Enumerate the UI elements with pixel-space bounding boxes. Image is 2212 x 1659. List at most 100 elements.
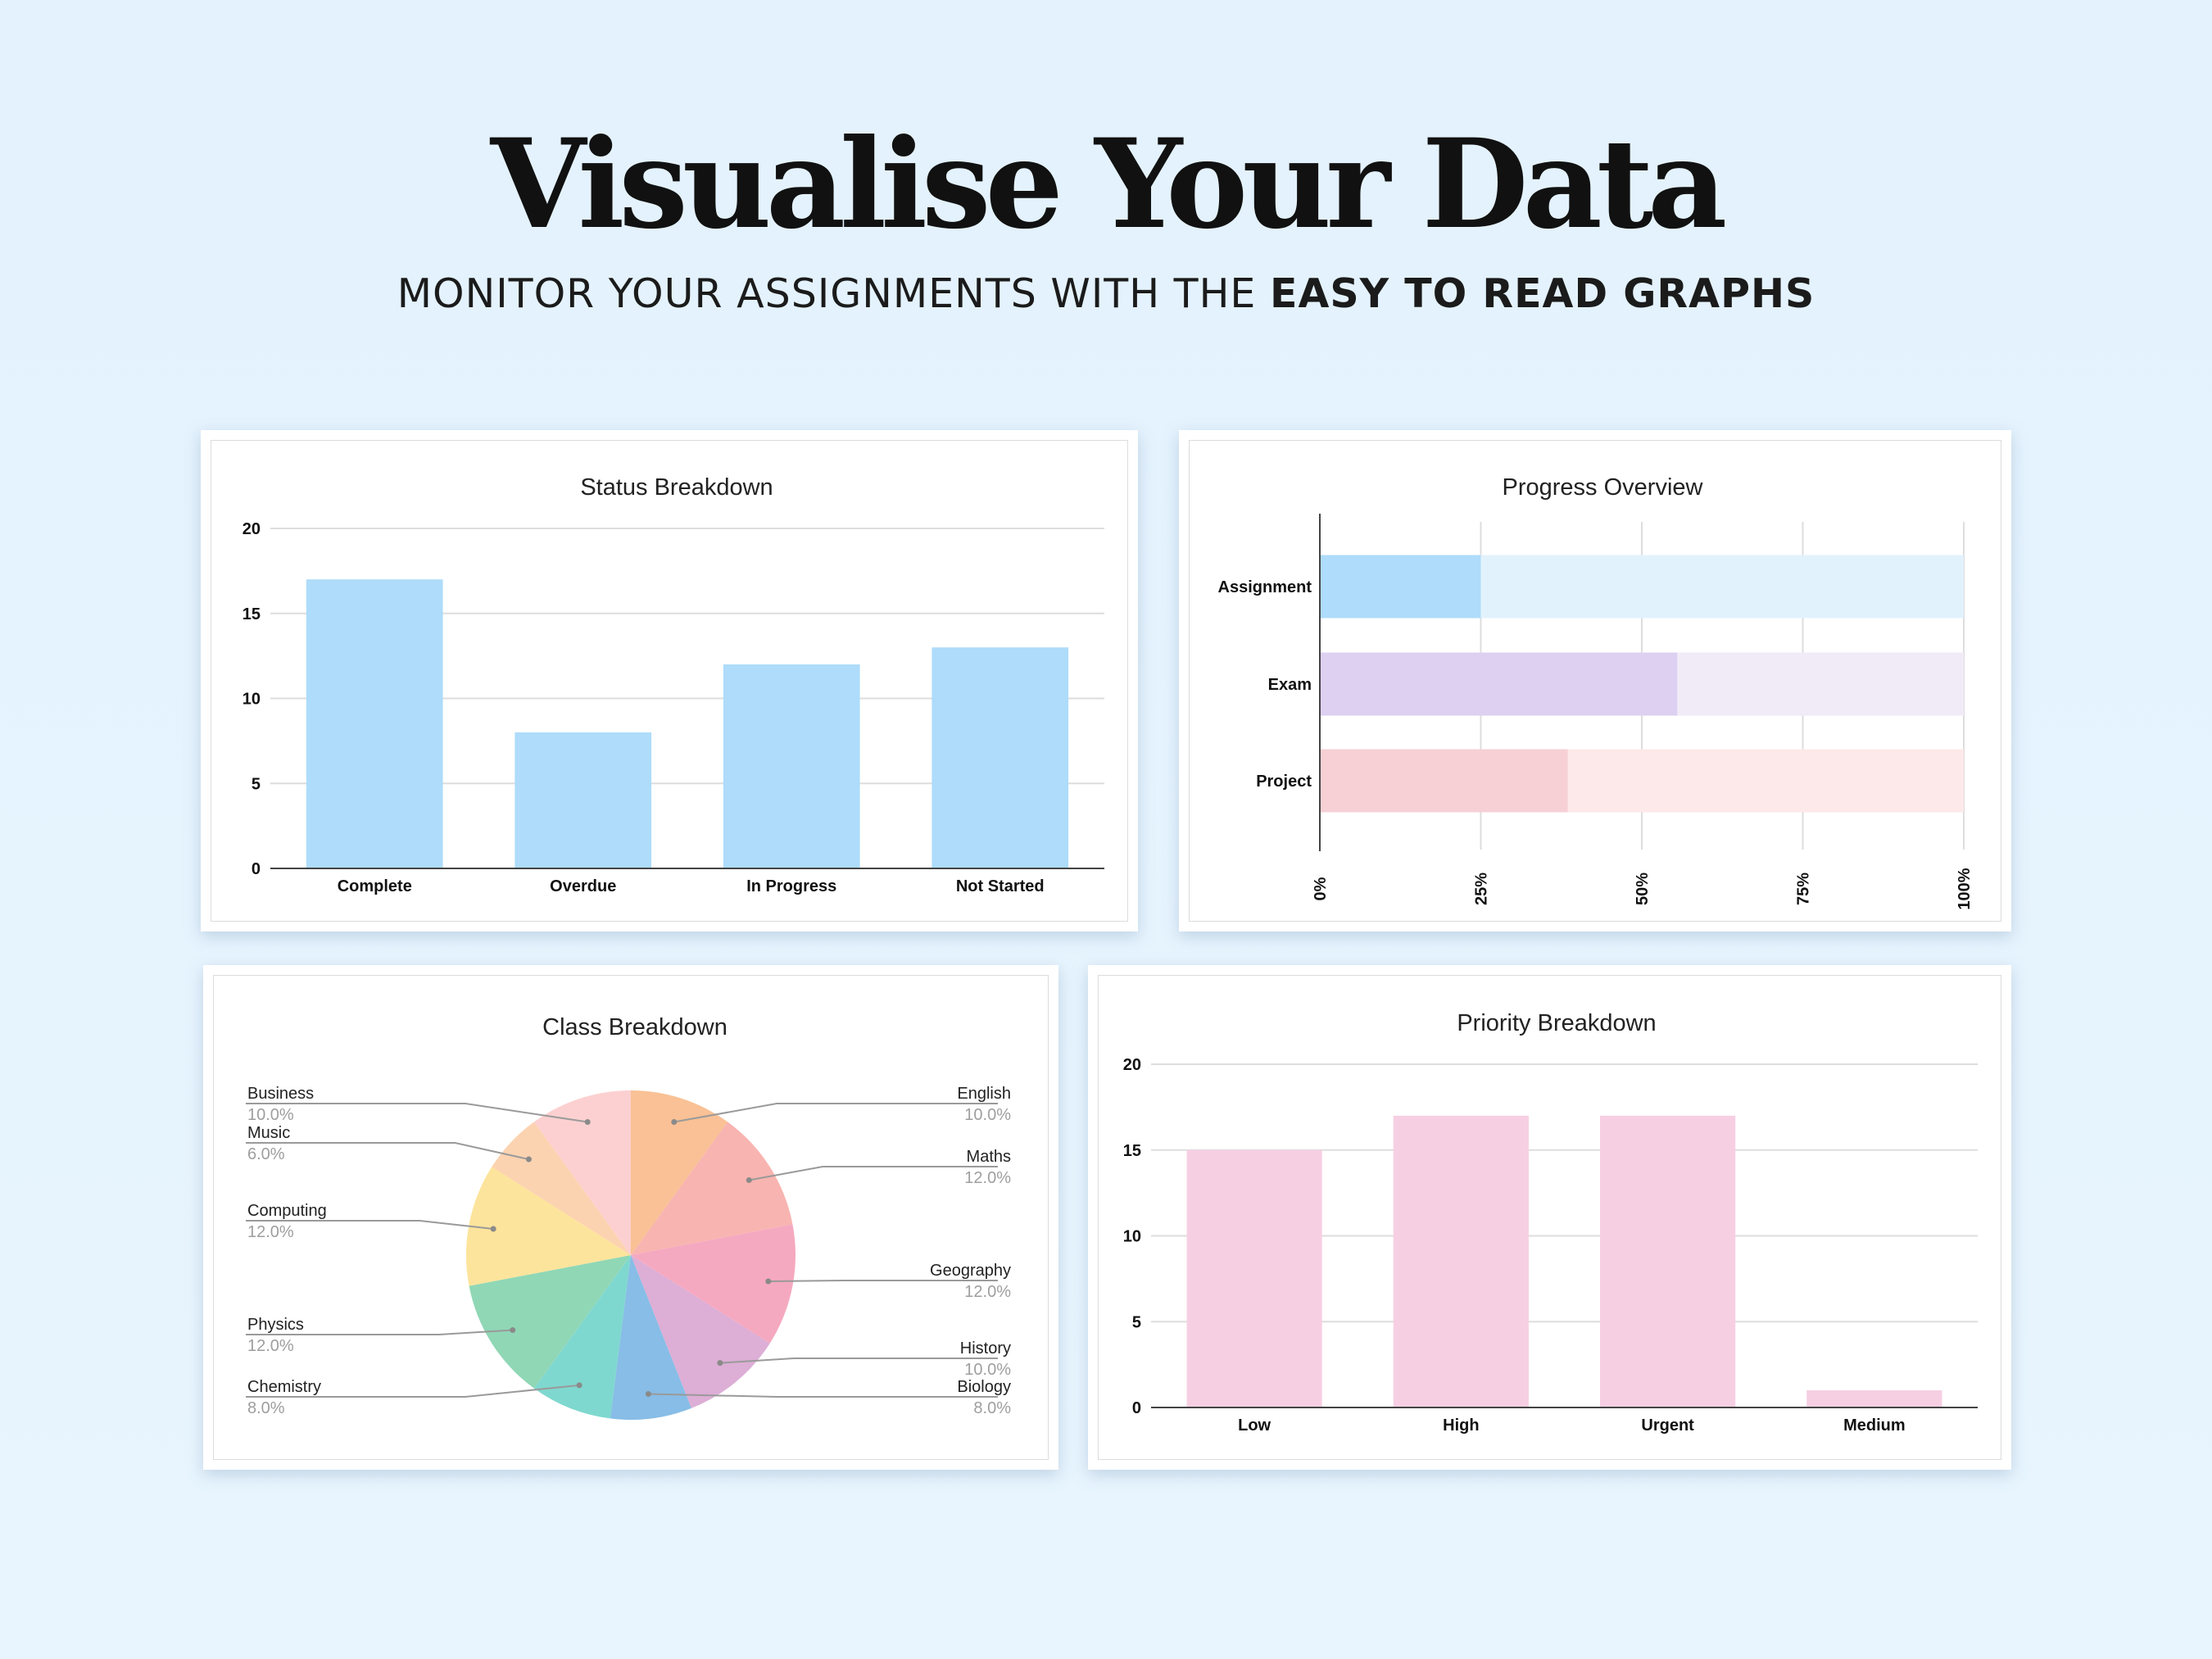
card-border <box>211 440 1128 922</box>
leader-dot <box>510 1327 516 1334</box>
y-tick-label: 20 <box>243 520 261 538</box>
slice-biology <box>610 1255 691 1420</box>
slice-percent: 12.0% <box>247 1223 294 1241</box>
slice-label: Music <box>247 1124 290 1142</box>
subtitle-bold: EASY TO READ GRAPHS <box>1269 270 1815 317</box>
bar-urgent <box>1600 1115 1736 1407</box>
leader-line <box>246 1384 580 1398</box>
slice-maths <box>631 1122 793 1255</box>
status-breakdown-chart: Status Breakdown 0 5 10 15 20 Complete Overdue I… <box>243 474 1104 895</box>
progress-overview-chart: Progress Overview 0% 25% 50% 75% 100% Assignme… <box>1218 474 1974 910</box>
bar-overdue <box>514 732 652 868</box>
y-tick-label: Project <box>1256 773 1312 791</box>
bar-medium <box>1806 1390 1942 1407</box>
x-tick-label: High <box>1443 1416 1479 1435</box>
x-tick-label: 100% <box>1956 868 1974 909</box>
x-tick-label: Medium <box>1843 1416 1906 1435</box>
leader-dot <box>576 1382 582 1389</box>
chart-title: Priority Breakdown <box>1457 1010 1656 1036</box>
leader-line <box>673 1103 998 1123</box>
leader-line <box>719 1358 998 1364</box>
slice-physics <box>469 1255 631 1389</box>
chart-title: Progress Overview <box>1503 474 1704 501</box>
slice-label: Business <box>247 1085 314 1103</box>
bar-not-started <box>931 647 1069 868</box>
x-tick-label: Low <box>1238 1416 1271 1435</box>
leader-line <box>246 1220 494 1230</box>
leader-dot <box>490 1226 496 1232</box>
page-subtitle: MONITOR YOUR ASSIGNMENTS WITH THE EASY T… <box>0 272 2212 316</box>
y-tick-label: 10 <box>1123 1228 1141 1246</box>
slice-geography <box>631 1224 796 1344</box>
x-tick-label: In Progress <box>746 877 836 895</box>
slice-music <box>492 1122 631 1255</box>
slice-label: Physics <box>247 1316 304 1334</box>
leader-dot <box>645 1391 651 1398</box>
bar-high <box>1393 1115 1529 1407</box>
x-tick-label: Complete <box>338 877 412 895</box>
leader-line <box>648 1393 998 1398</box>
bar-assignment <box>1320 555 1481 619</box>
slice-percent: 10.0% <box>964 1106 1011 1124</box>
slice-history <box>631 1255 770 1408</box>
x-tick-label: Overdue <box>550 877 616 895</box>
y-tick-label: 5 <box>252 775 261 793</box>
slice-percent: 8.0% <box>973 1399 1011 1417</box>
leader-dot <box>584 1119 591 1126</box>
y-tick-label: 10 <box>243 691 261 709</box>
slice-percent: 8.0% <box>247 1399 285 1417</box>
slice-chemistry <box>533 1255 631 1419</box>
class-breakdown-card: Class Breakdown English 10.0% Maths 12.0% Geo… <box>203 965 1058 1470</box>
chart-title: Class Breakdown <box>542 1014 728 1040</box>
leader-line <box>246 1329 513 1335</box>
y-tick-label: 5 <box>1132 1313 1141 1331</box>
progress-overview-card: Progress Overview 0% 25% 50% 75% 100% Assignme… <box>1179 430 2011 931</box>
bar-exam <box>1320 652 1678 716</box>
slice-english <box>631 1090 728 1255</box>
card-border <box>1189 440 2001 922</box>
x-tick-label: 75% <box>1795 873 1813 905</box>
slice-percent: 10.0% <box>964 1361 1011 1379</box>
x-tick-label: 25% <box>1473 873 1491 905</box>
card-border <box>213 975 1049 1460</box>
subtitle-regular: MONITOR YOUR ASSIGNMENTS WITH THE <box>397 270 1270 317</box>
slice-percent: 10.0% <box>247 1106 294 1124</box>
slice-computing <box>466 1167 631 1286</box>
x-tick-label: 50% <box>1634 873 1652 905</box>
slice-label: Computing <box>247 1202 327 1220</box>
leader-dot <box>525 1156 532 1163</box>
slice-percent: 12.0% <box>964 1283 1011 1301</box>
y-tick-label: Assignment <box>1218 578 1312 596</box>
y-tick-label: 0 <box>1132 1399 1141 1417</box>
slice-percent: 12.0% <box>964 1169 1011 1187</box>
leader-line <box>749 1166 998 1181</box>
leader-dot <box>765 1278 772 1285</box>
y-tick-label: 15 <box>243 605 261 623</box>
chart-title: Status Breakdown <box>580 474 773 501</box>
x-tick-label: Urgent <box>1641 1416 1694 1435</box>
slice-label: Geography <box>930 1262 1011 1280</box>
status-breakdown-card: Status Breakdown 0 5 10 15 20 Complete Overdue I… <box>201 430 1138 931</box>
y-tick-label: Exam <box>1268 676 1312 694</box>
card-border <box>1098 975 2001 1460</box>
y-tick-label: 0 <box>252 860 261 878</box>
leader-dot <box>671 1119 678 1126</box>
slice-label: Biology <box>957 1378 1011 1396</box>
class-breakdown-chart: Class Breakdown English 10.0% Maths 12.0% Geo… <box>246 1014 1011 1420</box>
priority-breakdown-card: Priority Breakdown 0 5 10 15 20 Low High Urgent M… <box>1088 965 2011 1470</box>
y-tick-label: 15 <box>1123 1142 1141 1160</box>
page-title: Visualise Your Data <box>490 112 1728 256</box>
slice-label: English <box>957 1085 1011 1103</box>
leader-line <box>246 1103 588 1123</box>
x-tick-label: Not Started <box>956 877 1045 895</box>
leader-line <box>246 1142 529 1161</box>
bar-complete <box>306 579 443 868</box>
slice-percent: 6.0% <box>247 1145 285 1163</box>
x-tick-label: 0% <box>1312 877 1330 900</box>
leader-dot <box>746 1176 752 1183</box>
slice-label: Chemistry <box>247 1378 321 1396</box>
slice-percent: 12.0% <box>247 1337 294 1355</box>
bar-in-progress <box>723 664 860 868</box>
slice-label: History <box>960 1339 1011 1358</box>
bar-low <box>1186 1149 1322 1407</box>
